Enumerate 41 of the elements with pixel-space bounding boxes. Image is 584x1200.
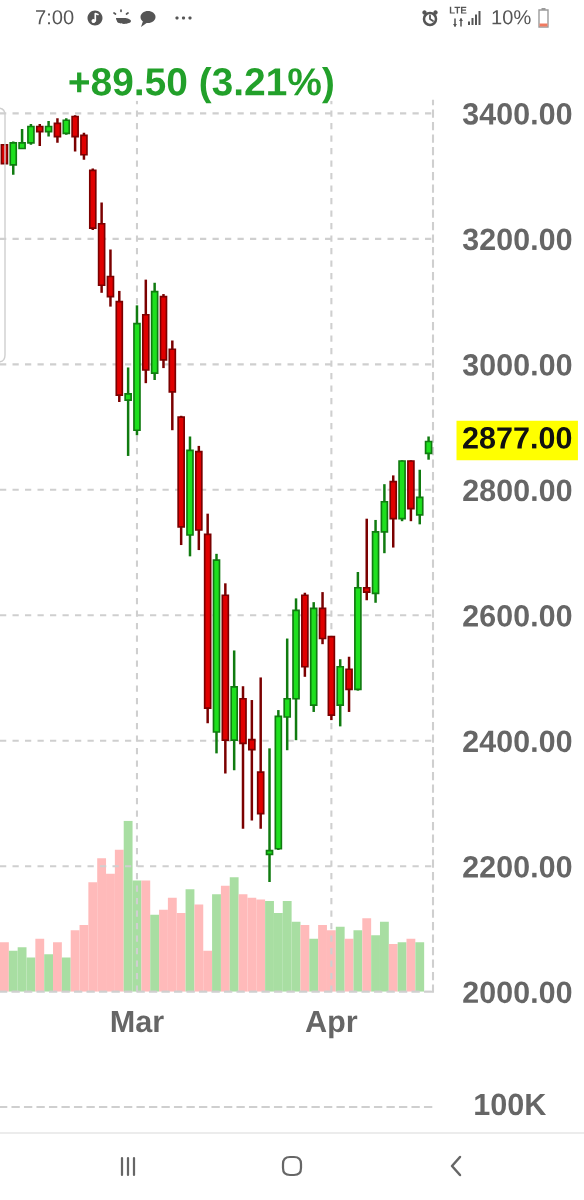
bar <box>229 877 239 992</box>
text: 100K <box>475 1093 547 1116</box>
bar <box>300 925 310 992</box>
candlestick <box>265 747 274 884</box>
bar <box>0 942 9 992</box>
text: 7:00 <box>36 10 74 25</box>
candlestick <box>106 248 115 308</box>
bar <box>415 942 425 992</box>
x-tick-label: Apr <box>305 1010 358 1039</box>
text: 10% <box>492 10 531 25</box>
bar <box>212 894 221 992</box>
y-tick-label: 2000.00 <box>463 981 572 1004</box>
bar <box>44 954 54 992</box>
bar <box>141 880 151 992</box>
bar <box>362 918 372 992</box>
bar <box>53 942 62 992</box>
candlestick <box>362 517 371 602</box>
text: 2877.00 <box>463 427 572 449</box>
y-tick-label: 3000.00 <box>462 354 572 376</box>
y-tick-label: 3200.00 <box>462 228 572 251</box>
bar <box>220 885 230 992</box>
bar <box>353 930 363 992</box>
y-tick-label: 2400.00 <box>463 730 572 753</box>
y-tick-label: 2800.00 <box>463 479 572 502</box>
bar <box>406 938 416 992</box>
bar <box>150 914 160 992</box>
candlestick <box>35 122 44 148</box>
bar <box>309 938 319 992</box>
bar <box>185 889 195 992</box>
bar <box>335 926 345 992</box>
x-tick-label: Mar <box>111 1010 164 1033</box>
y-tick-label: 2200.00 <box>463 856 572 878</box>
y-tick-label: 2600.00 <box>463 605 572 627</box>
chart-title: +89.50 (3.21%) <box>69 67 333 104</box>
text: LTE <box>449 6 467 14</box>
candlestick <box>345 655 353 714</box>
bar <box>388 943 398 992</box>
bar <box>35 938 45 992</box>
candlestick <box>415 468 424 526</box>
y-tick-label: 3400.00 <box>462 103 572 125</box>
bar <box>61 957 71 992</box>
